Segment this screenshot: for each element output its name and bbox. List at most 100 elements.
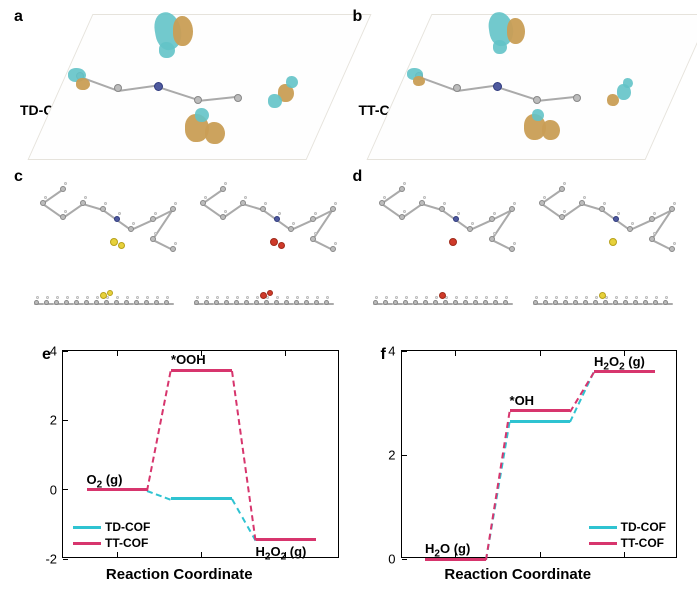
chart-f-xlabel: Reaction Coordinate [349, 566, 688, 583]
step-label: O2 (g) [87, 472, 123, 491]
atom [244, 300, 249, 305]
atom [278, 212, 281, 215]
atom [56, 296, 59, 299]
panel-c-label: c [14, 168, 23, 186]
atom [669, 206, 675, 212]
atom [132, 222, 135, 225]
step-marker [510, 409, 571, 412]
row-ef: e Free Energy (eV) -2024O2 (g)*OOHH2O2 (… [10, 336, 687, 586]
ytick-label: 0 [50, 482, 57, 497]
atom [505, 296, 508, 299]
connector-dash [570, 372, 595, 422]
ytick [63, 559, 68, 560]
panel-b-label: b [353, 8, 363, 26]
panel-e-label: e [42, 346, 51, 364]
atom [599, 292, 606, 299]
step-label: *OH [510, 393, 535, 408]
atom [425, 296, 428, 299]
atom [234, 300, 239, 305]
atom [310, 216, 316, 222]
atom [114, 300, 119, 305]
atom [583, 300, 588, 305]
atom [128, 226, 134, 232]
atom [100, 206, 106, 212]
atom [104, 300, 109, 305]
atom [306, 296, 309, 299]
atom [270, 238, 278, 246]
atom [64, 300, 69, 305]
atom [274, 300, 279, 305]
atom [623, 300, 628, 305]
figure-container: a TD-COF [0, 0, 697, 606]
atom [204, 300, 209, 305]
connector-dash [147, 371, 173, 491]
atom [260, 292, 267, 299]
atom [326, 296, 329, 299]
atom [543, 196, 546, 199]
atom [254, 300, 259, 305]
xtick [201, 552, 202, 557]
atom [220, 214, 226, 220]
xtick [540, 552, 541, 557]
atom [609, 238, 617, 246]
atom [60, 186, 66, 192]
atom [288, 226, 294, 232]
xtick-top [285, 351, 286, 356]
atom [96, 296, 99, 299]
atom [625, 296, 628, 299]
atom [599, 206, 605, 212]
panel-f: f Free Energy (eV) 024H2O (g)*OHH2O2 (g)… [349, 336, 688, 586]
atom [174, 202, 177, 205]
step-label: H2O (g) [425, 541, 470, 560]
atom [116, 296, 119, 299]
atom [84, 196, 87, 199]
atom [107, 290, 113, 296]
step-label: *OOH [171, 352, 206, 367]
atom [649, 216, 655, 222]
xtick-top [117, 351, 118, 356]
step-label: H2O2 (g) [594, 354, 645, 373]
atom [543, 300, 548, 305]
atom [226, 296, 229, 299]
step-marker [510, 420, 571, 423]
atom [627, 226, 633, 232]
atom [170, 206, 176, 212]
atom [274, 216, 280, 222]
atom [194, 300, 199, 305]
atom [260, 206, 266, 212]
chart-e-frame: -2024O2 (g)*OOHH2O2 (g)TD-COFTT-COF [62, 350, 339, 558]
atom [545, 296, 548, 299]
ytick-label: 2 [388, 448, 395, 463]
atom [413, 300, 418, 305]
atom [310, 236, 316, 242]
ytick-label: 4 [388, 344, 395, 359]
atom [649, 236, 655, 242]
atom [405, 296, 408, 299]
atom [395, 296, 398, 299]
atom [613, 300, 618, 305]
atom [453, 300, 458, 305]
atom [631, 222, 634, 225]
connector-dash [231, 371, 257, 541]
atom [104, 202, 107, 205]
ytick [402, 559, 407, 560]
atom [415, 296, 418, 299]
atom [489, 236, 495, 242]
atom [583, 196, 586, 199]
atom [373, 300, 378, 305]
atom [264, 202, 267, 205]
molecule-d1-side [369, 294, 519, 312]
atom [36, 296, 39, 299]
atom [399, 214, 405, 220]
atom [603, 300, 608, 305]
atom [246, 296, 249, 299]
atom [457, 212, 460, 215]
atom [214, 300, 219, 305]
atom [110, 238, 118, 246]
atom [595, 296, 598, 299]
atom [196, 296, 199, 299]
row-ab: a TD-COF [10, 6, 687, 166]
row-cd: c d [10, 166, 687, 336]
molecule-d2-top [529, 176, 679, 256]
atom [393, 300, 398, 305]
